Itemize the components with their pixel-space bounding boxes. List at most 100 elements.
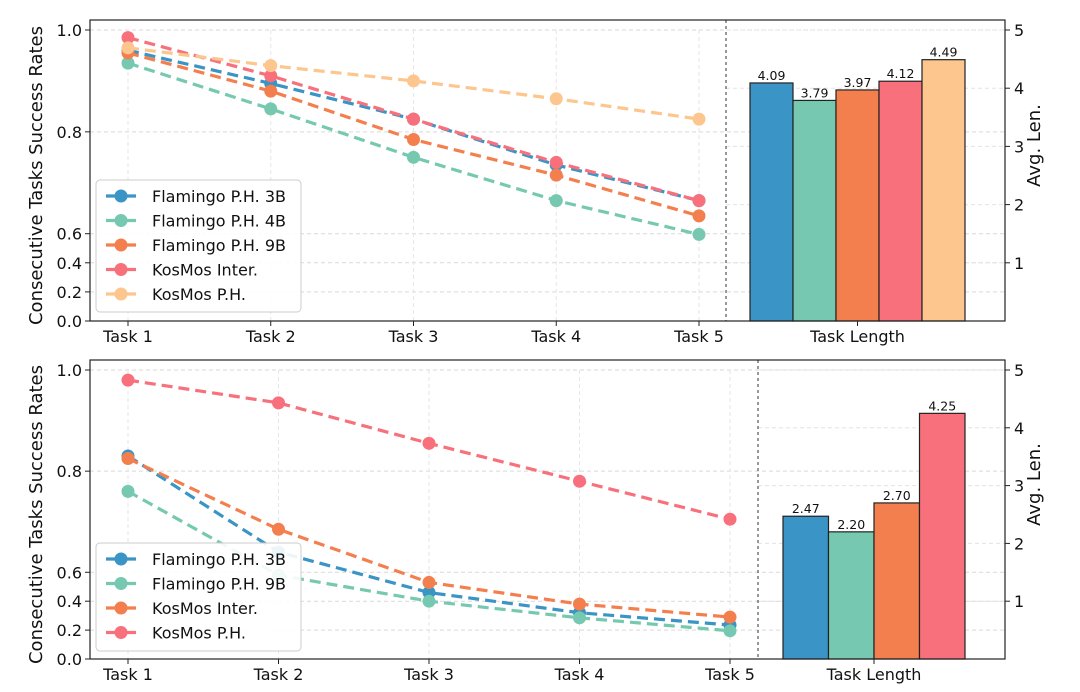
y2-tick-label: 1 (1014, 254, 1024, 273)
bar-flamingo-p-h-3b (749, 82, 794, 322)
legend-swatch-marker (114, 214, 128, 227)
y-tick-label: 0.4 (57, 254, 82, 273)
bar-value-label: 4.09 (758, 68, 786, 83)
series-point (264, 59, 278, 73)
x-tick-label: Task 2 (253, 665, 304, 684)
series-point (692, 194, 706, 208)
y2-tick-label: 5 (1014, 361, 1024, 380)
legend-item: KosMos P.H. (106, 624, 246, 643)
series-point (692, 112, 706, 126)
bar-value-label: 2.70 (883, 488, 911, 503)
legend-label: KosMos Inter. (152, 261, 258, 280)
x-axis: Task 1 Task 2 Task 3 Task 4 Task 5 Task Lengt… (102, 321, 905, 346)
y2-tick-label: 4 (1014, 79, 1024, 98)
series-line (127, 454, 731, 627)
y2-tick-label: 4 (1014, 419, 1024, 438)
legend-swatch-marker (114, 552, 128, 566)
axes-frame (89, 359, 1006, 660)
x-tick-label: Task 1 (102, 665, 153, 684)
legend-item: Flamingo P.H. 3B (106, 550, 286, 569)
legend-item: Flamingo P.H. 9B (106, 575, 286, 594)
x-axis: Task 1 Task 2 Task 3 Task 4 Task 5 Task Lengt… (102, 659, 921, 684)
y-tick-label: 0.2 (57, 621, 82, 640)
x-label-right: Task Length (809, 327, 905, 346)
legend-box (95, 542, 302, 652)
y-axis-label: Consecutive Tasks Success Rates (26, 26, 47, 325)
y2-tick-label: 5 (1014, 21, 1024, 40)
series-point (407, 132, 420, 146)
series-point (692, 227, 706, 241)
bar-flamingo-p-h-9b (835, 89, 880, 322)
legend-swatch-marker (114, 263, 128, 276)
series-point (422, 594, 436, 608)
legend-swatch-marker (114, 189, 128, 203)
series-kosmos-inter- (121, 452, 737, 624)
y2-axis-label: Avg. Len. (1024, 104, 1045, 187)
legend-label: KosMos P.H. (152, 624, 246, 643)
legend-swatch-marker (114, 287, 128, 301)
bar-value-label: 2.47 (792, 501, 820, 516)
legend-box (95, 179, 302, 313)
chart-panel-2: 2.47 2.20 2.70 4.25 0.0 0.2 0.4 0.6 0.8 1.0 1 2 3 4 5 T… (26, 359, 1045, 684)
bar-value-label: 4.49 (930, 45, 958, 60)
series-point (264, 69, 278, 83)
y2-tick-label: 2 (1014, 196, 1024, 215)
legend-label: Flamingo P.H. 9B (152, 236, 286, 255)
y2-axis-label: Avg. Len. (1024, 443, 1045, 526)
bar-flamingo-p-h-9b (827, 531, 875, 660)
series-point (121, 452, 135, 466)
legend-label: KosMos Inter. (152, 599, 258, 618)
series-point (272, 522, 285, 536)
y-tick-label: 0.8 (57, 462, 82, 481)
series-point (121, 373, 135, 387)
bar-kosmos-inter- (878, 80, 923, 322)
series-point (573, 474, 586, 488)
chart-panel-1: 4.09 3.79 3.97 4.12 4.49 0.0 0.2 0.4 0.6 0.8 1.0 1 2… (26, 19, 1045, 346)
bar-value-label: 4.25 (928, 398, 956, 413)
legend-swatch-marker (114, 601, 128, 615)
legend-item: Flamingo P.H. 9B (106, 236, 286, 255)
y-axis-left: 0.0 0.2 0.4 0.6 0.8 1.0 (57, 361, 90, 669)
series-point (407, 74, 420, 88)
series-line (127, 46, 700, 121)
legend-item: KosMos Inter. (106, 599, 258, 618)
y-axis-left: 0.0 0.2 0.4 0.6 0.8 1.0 (57, 21, 90, 331)
legend-label: Flamingo P.H. 3B (152, 187, 286, 206)
y-axis-right: 1 2 3 4 5 (1005, 21, 1024, 273)
y2-tick-label: 2 (1014, 534, 1024, 553)
legend-item: KosMos Inter. (106, 261, 258, 280)
series-flamingo-p-h-4b (121, 56, 706, 241)
y-axis-label: Consecutive Tasks Success Rates (26, 365, 47, 664)
x-tick-label: Task 4 (530, 327, 581, 346)
y-tick-label: 1.0 (57, 361, 82, 380)
legend: Flamingo P.H. 3B Flamingo P.H. 4B Flamingo… (95, 179, 302, 313)
series-point (573, 611, 586, 625)
axes-frame (89, 19, 1006, 322)
bar-flamingo-p-h-4b (792, 99, 837, 322)
legend-label: Flamingo P.H. 9B (152, 575, 286, 594)
series-point (121, 41, 135, 55)
legend-label: Flamingo P.H. 4B (152, 212, 286, 231)
x-tick-label: Task 5 (704, 665, 755, 684)
legend-swatch-marker (114, 577, 128, 590)
series-point (549, 168, 563, 182)
bar-value-label: 3.97 (844, 75, 872, 90)
y-tick-label: 0.0 (57, 650, 82, 669)
series-kosmos-p-h- (121, 373, 737, 526)
legend-item: KosMos P.H. (106, 285, 246, 304)
y2-tick-label: 3 (1014, 477, 1024, 496)
x-tick-label: Task 3 (388, 327, 439, 346)
series-point (723, 512, 737, 526)
series-point (272, 396, 285, 410)
series-point (264, 102, 278, 116)
y2-tick-label: 1 (1014, 592, 1024, 611)
bar-group: 4.09 3.79 3.97 4.12 4.49 (749, 45, 966, 322)
series-kosmos-p-h- (121, 41, 706, 126)
series-point (723, 624, 737, 638)
legend-label: Flamingo P.H. 3B (152, 550, 286, 569)
legend-item: Flamingo P.H. 4B (106, 212, 286, 231)
x-tick-label: Task 5 (673, 327, 724, 346)
x-tick-label: Task 2 (245, 327, 296, 346)
legend-swatch-marker (114, 238, 128, 252)
